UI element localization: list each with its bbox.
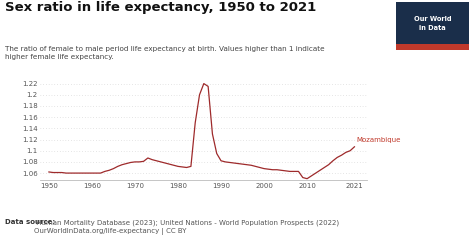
Text: Sex ratio in life expectancy, 1950 to 2021: Sex ratio in life expectancy, 1950 to 20… [5, 1, 316, 14]
Text: Data source:: Data source: [5, 219, 55, 225]
Text: Our World
in Data: Our World in Data [414, 16, 451, 31]
Text: Mozambique: Mozambique [356, 137, 401, 143]
Text: The ratio of female to male period life expectancy at birth. Values higher than : The ratio of female to male period life … [5, 46, 324, 60]
Text: Human Mortality Database (2023); United Nations - World Population Prospects (20: Human Mortality Database (2023); United … [34, 219, 339, 236]
